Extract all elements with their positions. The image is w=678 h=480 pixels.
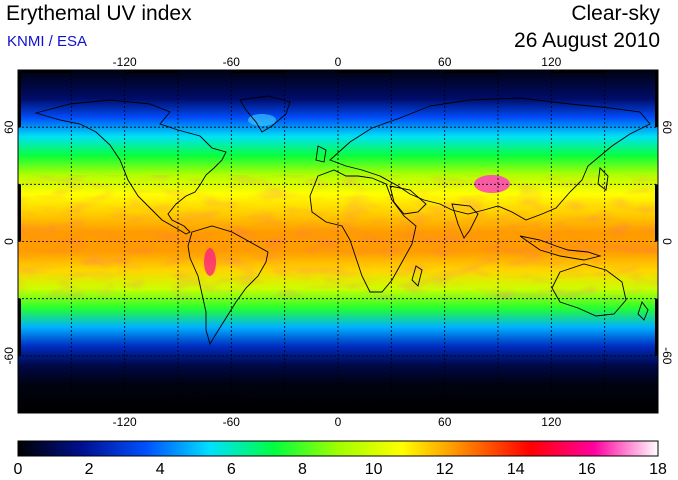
- sky-condition-label: Clear-sky: [571, 2, 660, 25]
- lat-tick-left: 60: [2, 120, 16, 134]
- lat-tick-right: -60: [660, 347, 674, 365]
- coastline-indonesia: [519, 235, 602, 261]
- uv-texture: [18, 175, 658, 300]
- lat-tick-right: 0: [660, 238, 674, 245]
- coastline-europe-africa: [309, 169, 417, 293]
- map-frame: [17, 69, 659, 414]
- colorbar-ramp: [17, 440, 659, 457]
- credit-label: KNMI / ESA: [7, 33, 88, 50]
- coastline-australia: [551, 263, 627, 317]
- lon-tick-top: 0: [335, 55, 342, 69]
- graticule: [18, 70, 658, 413]
- coastline-greenland: [239, 95, 291, 133]
- coastlines: [18, 95, 658, 409]
- lat-tick-left: -60: [2, 347, 16, 365]
- colorbar: 0 2 4 6 8 10 12 14 16 18: [14, 440, 667, 478]
- lon-tick-top: 120: [541, 55, 561, 69]
- coastline-british-isles: [315, 145, 327, 163]
- date-label: 26 August 2010: [514, 29, 660, 52]
- coastline-arabia: [389, 185, 427, 215]
- colorbar-tick-label: 8: [298, 461, 307, 478]
- coastline-north-america: [34, 99, 227, 235]
- lat-tick-right: 60: [660, 121, 674, 135]
- colorbar-tick-label: 18: [649, 461, 667, 478]
- lon-tick-bottom: 0: [335, 415, 342, 429]
- colorbar-tick-label: 16: [578, 461, 596, 478]
- colorbar-tick-label: 12: [436, 461, 454, 478]
- lon-tick-top: -60: [223, 55, 241, 69]
- andes-uv-maximum: [204, 248, 216, 276]
- lat-tick-left: 0: [2, 238, 16, 245]
- lon-tick-bottom: 120: [541, 415, 561, 429]
- coastline-madagascar: [411, 265, 423, 287]
- coastline-south-america: [187, 225, 269, 346]
- colorbar-tick-label: 10: [365, 461, 383, 478]
- coastline-new-zealand: [637, 301, 649, 321]
- coastline-japan: [597, 167, 609, 191]
- colorbar-tick-label: 6: [227, 461, 236, 478]
- map-panel: [18, 70, 658, 413]
- lon-tick-bottom: -120: [113, 415, 137, 429]
- coastline-antarctica: [18, 397, 658, 409]
- greenland-low-uv: [248, 114, 276, 126]
- map-title: Erythemal UV index: [6, 2, 192, 25]
- colorbar-tick-label: 4: [156, 461, 165, 478]
- lon-tick-bottom: -60: [223, 415, 241, 429]
- colorbar-tick-label: 0: [14, 461, 23, 478]
- coastline-eurasia: [329, 97, 651, 221]
- lon-tick-bottom: 60: [438, 415, 452, 429]
- coastline-india: [451, 203, 479, 239]
- lon-tick-top: 60: [438, 55, 452, 69]
- colorbar-tick-label: 14: [507, 461, 525, 478]
- colorbar-tick-label: 2: [85, 461, 94, 478]
- lon-tick-top: -120: [113, 55, 137, 69]
